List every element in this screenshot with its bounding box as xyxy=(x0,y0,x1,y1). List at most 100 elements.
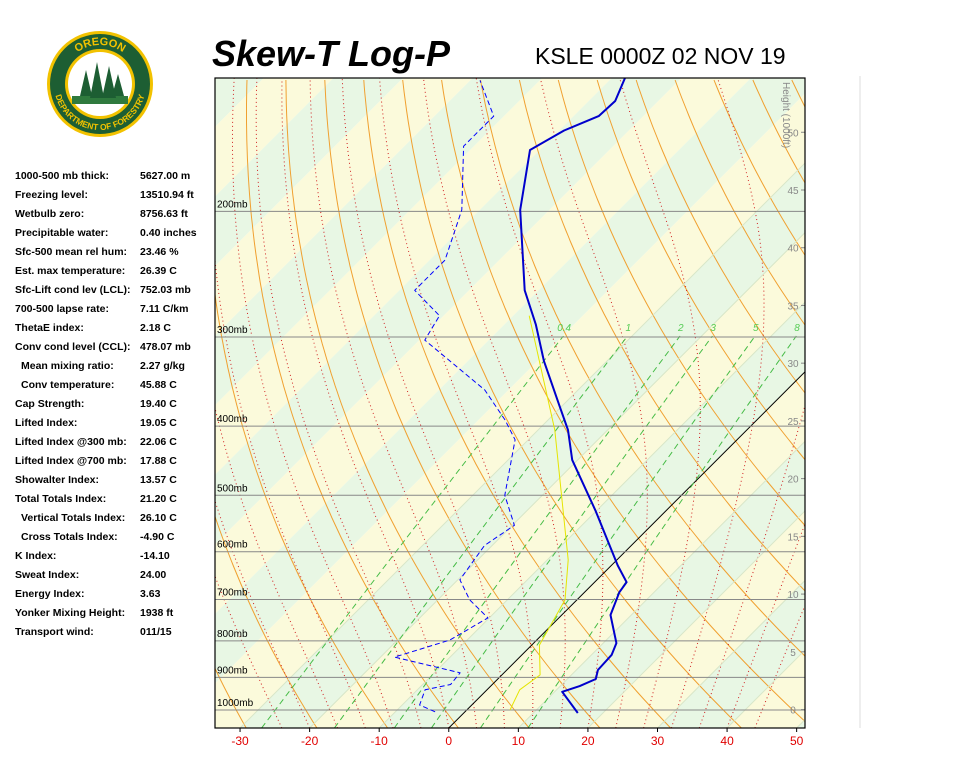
x-tick-label: 30 xyxy=(651,734,665,748)
x-tick-label: 40 xyxy=(720,734,734,748)
dry-adiabat xyxy=(480,79,805,657)
index-value: 19.05 C xyxy=(140,417,177,429)
dry-adiabat xyxy=(441,79,805,723)
dry-adiabat xyxy=(635,79,805,394)
indices-table: 1000-500 mb thick: 5627.00 m Freezing leve… xyxy=(15,170,197,638)
dry-adiabat xyxy=(831,80,960,728)
index-label: Lifted Index: xyxy=(15,417,77,429)
dry-adiabat xyxy=(324,79,601,728)
x-tick-label: -30 xyxy=(231,734,249,748)
index-value: 0.40 inches xyxy=(140,227,197,239)
isotherm-line xyxy=(657,579,805,728)
index-value: 19.40 C xyxy=(140,398,177,410)
mixing-ratio-label: 5 xyxy=(753,323,759,334)
y-tick-label: 900mb xyxy=(217,665,248,676)
plot-area xyxy=(215,78,960,728)
x-tick-label: 10 xyxy=(512,734,526,748)
index-label: Vertical Totals Index: xyxy=(21,512,125,524)
profile-line xyxy=(519,78,628,714)
index-value: 22.06 C xyxy=(140,436,177,448)
logo-tree xyxy=(102,66,116,98)
mixing-ratio-label: 0.4 xyxy=(557,323,571,334)
dry-adiabat xyxy=(596,79,805,461)
chart-subtitle: KSLE 0000Z 02 NOV 19 xyxy=(535,43,786,69)
logo-tree xyxy=(90,62,104,98)
isotherm-line xyxy=(448,371,805,728)
isotherm-line xyxy=(587,510,805,728)
index-value: 2.18 C xyxy=(140,322,171,334)
index-label: Sfc-Lift cond lev (LCL): xyxy=(15,284,131,296)
x-tick-label: -10 xyxy=(371,734,389,748)
index-label: Total Totals Index: xyxy=(15,493,106,505)
x-tick-label: 20 xyxy=(581,734,595,748)
isotherm-band xyxy=(215,78,805,684)
index-value: 45.88 C xyxy=(140,379,177,391)
y2-tick-label: 35 xyxy=(787,301,799,312)
y2-tick-label: 45 xyxy=(787,186,799,197)
index-label: 1000-500 mb thick: xyxy=(15,170,109,182)
dry-adiabat xyxy=(215,291,389,728)
y2-axis-label: Height (1000ft) xyxy=(780,82,791,148)
index-value: 17.88 C xyxy=(140,455,177,467)
y2-tick-label: 50 xyxy=(787,128,799,139)
y-tick-label: 400mb xyxy=(217,414,248,425)
isotherm-line xyxy=(378,301,805,728)
index-value: 23.46 % xyxy=(140,246,179,258)
index-label: Precipitable water: xyxy=(15,227,108,239)
dry-adiabat xyxy=(518,79,805,592)
index-value: 21.20 C xyxy=(140,493,177,505)
index-label: Sfc-500 mean rel hum: xyxy=(15,246,127,258)
y2-tick-label: 30 xyxy=(787,359,799,370)
moist-adiabat xyxy=(255,78,422,728)
profile-line xyxy=(394,80,516,713)
index-label: Showalter Index: xyxy=(15,474,99,486)
index-value: 26.39 C xyxy=(140,265,177,277)
index-value: 478.07 mb xyxy=(140,341,191,353)
isotherm-band xyxy=(215,78,612,475)
x-tick-label: -20 xyxy=(301,734,319,748)
mixing-ratio-line xyxy=(261,335,564,728)
dry-adiabat xyxy=(909,80,960,728)
mixing-ratio-label: 2 xyxy=(677,323,684,334)
logo: OREGON DEPARTMENT OF FORESTRY xyxy=(47,31,153,137)
index-label: Lifted Index @300 mb: xyxy=(15,436,127,448)
index-value: 26.10 C xyxy=(140,512,177,524)
dry-adiabat xyxy=(713,79,805,257)
mixing-ratio-line xyxy=(393,335,681,728)
mixing-ratio-line xyxy=(527,335,797,728)
index-value: 8756.63 ft xyxy=(140,208,188,220)
dry-adiabat xyxy=(557,79,805,527)
isotherm-band xyxy=(866,78,960,728)
index-value: -14.10 xyxy=(140,550,170,562)
index-label: Cross Totals Index: xyxy=(21,531,118,543)
dry-adiabat xyxy=(791,79,805,108)
logo-top-text: OREGON xyxy=(73,36,128,55)
plot-overlay: -30 -20 -10 0 10 20 30 40 500.4 1 2 3 5 81000mb900mb8… xyxy=(217,82,805,748)
index-label: 700-500 lapse rate: xyxy=(15,303,109,315)
y-tick-label: 700mb xyxy=(217,587,248,598)
mixing-ratio-label: 8 xyxy=(794,323,800,334)
index-value: -4.90 C xyxy=(140,531,175,543)
index-value: 3.63 xyxy=(140,588,161,600)
index-label: Est. max temperature: xyxy=(15,265,125,277)
mixing-ratio-label: 3 xyxy=(710,323,716,334)
index-value: 7.11 C/km xyxy=(140,303,188,315)
index-value: 5627.00 m xyxy=(140,170,190,182)
index-value: 13.57 C xyxy=(140,474,177,486)
y2-tick-label: 5 xyxy=(790,648,796,659)
moist-adiabat xyxy=(215,499,311,728)
dry-adiabat xyxy=(246,79,459,728)
isotherm-line xyxy=(796,718,805,728)
moist-adiabat xyxy=(341,78,505,728)
index-label: Energy Index: xyxy=(15,588,84,600)
y2-tick-label: 0 xyxy=(790,706,796,717)
dry-adiabat xyxy=(948,80,960,728)
index-value: 752.03 mb xyxy=(140,284,191,296)
y-tick-label: 800mb xyxy=(217,629,248,640)
moist-adiabat xyxy=(232,78,394,728)
index-value: 24.00 xyxy=(140,569,166,581)
index-label: Conv cond level (CCL): xyxy=(15,341,131,353)
y2-tick-label: 10 xyxy=(787,590,799,601)
y-tick-label: 1000mb xyxy=(217,698,254,709)
profile-line xyxy=(509,315,569,711)
